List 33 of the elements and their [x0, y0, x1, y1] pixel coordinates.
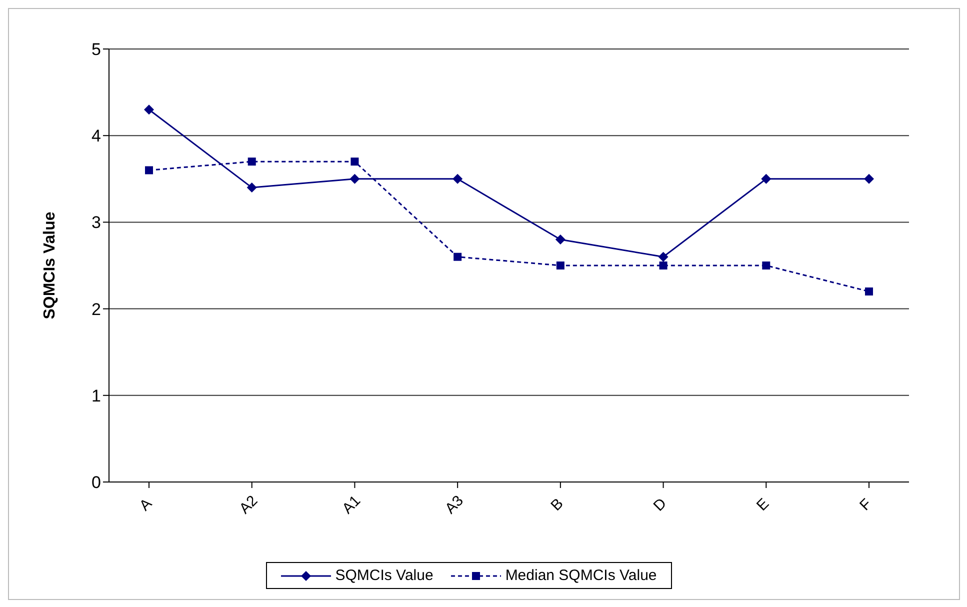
point [248, 158, 256, 166]
x-tick-label: F [856, 496, 876, 514]
point [350, 158, 359, 166]
point [556, 262, 564, 270]
y-tick-label: 0 [92, 473, 101, 492]
point [246, 182, 257, 193]
point [145, 166, 153, 174]
legend-label: SQMCIs Value [334, 567, 434, 584]
x-tick-label: D [650, 494, 670, 515]
point [659, 262, 668, 270]
point [555, 234, 566, 245]
point [864, 174, 874, 184]
point [350, 174, 360, 184]
point [144, 104, 154, 115]
y-tick-label: 4 [92, 126, 101, 146]
y-axis-title: SQMCIs Value [42, 212, 59, 320]
y-tick-label: 5 [92, 40, 101, 60]
point [454, 252, 462, 261]
x-tick-label: A2 [236, 492, 262, 518]
x-tick-label: A [136, 495, 156, 514]
y-tick-label: 1 [92, 386, 101, 406]
y-tick-label: 2 [92, 300, 101, 319]
point [865, 287, 873, 296]
x-tick-label: B [548, 495, 567, 514]
legend-label: Median SQMCIs Value [504, 567, 657, 584]
point [658, 252, 668, 262]
x-tick-label: A3 [442, 492, 467, 518]
point [761, 174, 772, 184]
y-tick-label: 3 [92, 213, 101, 232]
x-tick-label: E [753, 495, 773, 514]
point [762, 262, 770, 270]
x-tick-label: A1 [339, 492, 364, 518]
point [452, 174, 463, 184]
